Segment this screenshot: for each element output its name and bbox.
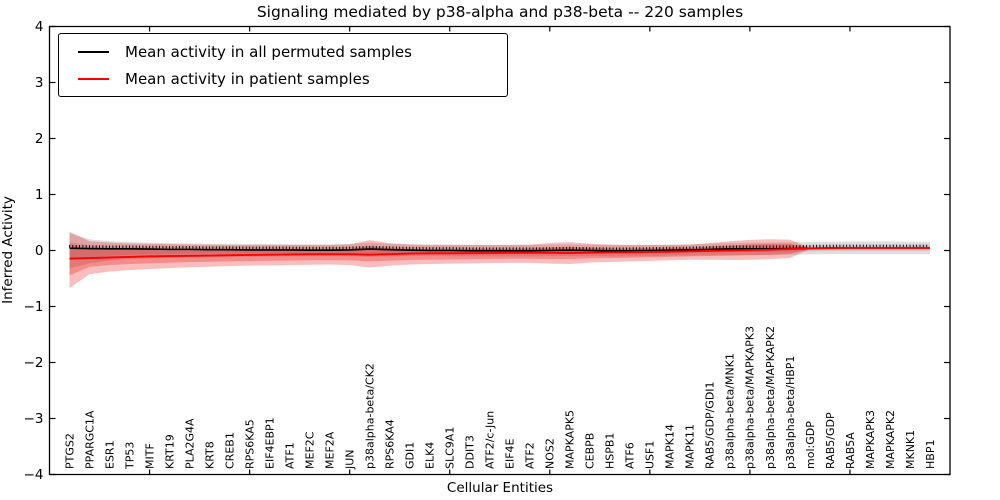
x-category-label: SLC9A1 [444,427,457,469]
x-category-label: ATF6 [624,442,637,469]
x-category-label: MAPKAPK2 [884,410,897,469]
x-category-label: EIF4E [504,438,517,469]
legend-label-patient: Mean activity in patient samples [125,69,370,88]
x-category-label: CEBPB [584,433,597,469]
x-category-label: RPS6KA4 [384,419,397,469]
x-category-label: ELK4 [424,442,437,469]
x-category-label: ATF2/c-Jun [484,411,497,469]
x-category-label: MKNK1 [904,430,917,469]
y-tick-label: −4 [24,467,44,483]
x-category-label: MAPKAPK5 [564,410,577,469]
axes [48,25,951,476]
y-axis-label: Inferred Activity [0,196,16,304]
x-category-label: MEF2C [303,431,316,469]
x-category-label: MAPK14 [664,424,677,469]
x-category-label: KRT8 [203,441,216,469]
legend-item-permuted: Mean activity in all permuted samples [78,43,507,61]
x-category-label: p38alpha-beta/CK2 [364,363,377,469]
x-category-label: DDIT3 [464,435,477,469]
x-category-label: RAB5/GDP [824,412,837,469]
permuted-line-swatch [78,50,109,53]
y-tick-label: 2 [35,131,44,147]
x-category-label: MAPK11 [684,424,697,469]
x-category-label: p38alpha-beta/MAPKAPK2 [764,326,777,469]
x-axis-label: Cellular Entities [447,480,553,496]
x-category-label: p38alpha-beta/MAPKAPK3 [744,326,757,469]
x-category-label: PTGS2 [63,433,76,469]
x-category-label: mol:GDP [804,421,817,469]
x-category-label: RAB5/GDP/GDI1 [704,381,717,469]
series-lines [69,244,930,260]
y-tick-label: 0 [35,243,44,259]
x-category-label: TP53 [123,442,136,470]
patient-line-swatch [78,77,109,80]
x-category-label: MEF2A [324,431,337,469]
x-category-label: RPS6KA5 [243,419,256,469]
x-category-label: PLA2G4A [183,418,196,469]
x-category-label: EIF4EBP1 [263,417,276,469]
y-tick-label: −3 [24,411,44,427]
chart-title: Signaling mediated by p38-alpha and p38-… [257,3,743,21]
x-category-label: GDI1 [404,442,417,469]
x-category-label: PPARGC1A [83,410,96,469]
y-tick-label: −2 [24,355,44,371]
patient-line [69,247,930,260]
x-category-label: ATF1 [283,442,296,469]
x-category-label: JUN [344,449,357,470]
permuted-line-markers [69,244,928,251]
x-category-label: RAB5A [844,432,857,469]
legend-item-patient: Mean activity in patient samples [78,70,507,88]
x-category-label: ATF2 [524,442,537,469]
x-category-label: USF1 [644,441,657,469]
y-tick-label: 3 [35,75,44,91]
y-tick-label: 4 [35,19,44,35]
y-tick-label: 1 [35,187,44,203]
legend-label-permuted: Mean activity in all permuted samples [125,42,412,61]
legend: Mean activity in all permuted samples Me… [58,33,508,97]
x-category-label: HSPB1 [604,433,617,469]
x-category-label: MITF [143,443,156,469]
y-tick-label: −1 [24,299,44,315]
x-category-label: KRT19 [163,434,176,469]
x-category-label: HBP1 [924,440,937,469]
x-category-label: CREB1 [223,432,236,469]
x-category-label: p38alpha-beta/HBP1 [784,356,797,469]
x-category-label: ESR1 [103,440,116,469]
x-category-label: MAPKAPK3 [864,410,877,469]
x-category-label: NOS2 [544,438,557,469]
x-category-label: p38alpha-beta/MNK1 [724,353,737,469]
patient-band-outer [69,231,810,289]
confidence-bands [69,231,930,289]
tick-labels: 4 3 2 1 0 −1 −2 −3 −4 PTGS2 PPARGC1A ESR1 TP53 MITF KR… [24,19,937,483]
